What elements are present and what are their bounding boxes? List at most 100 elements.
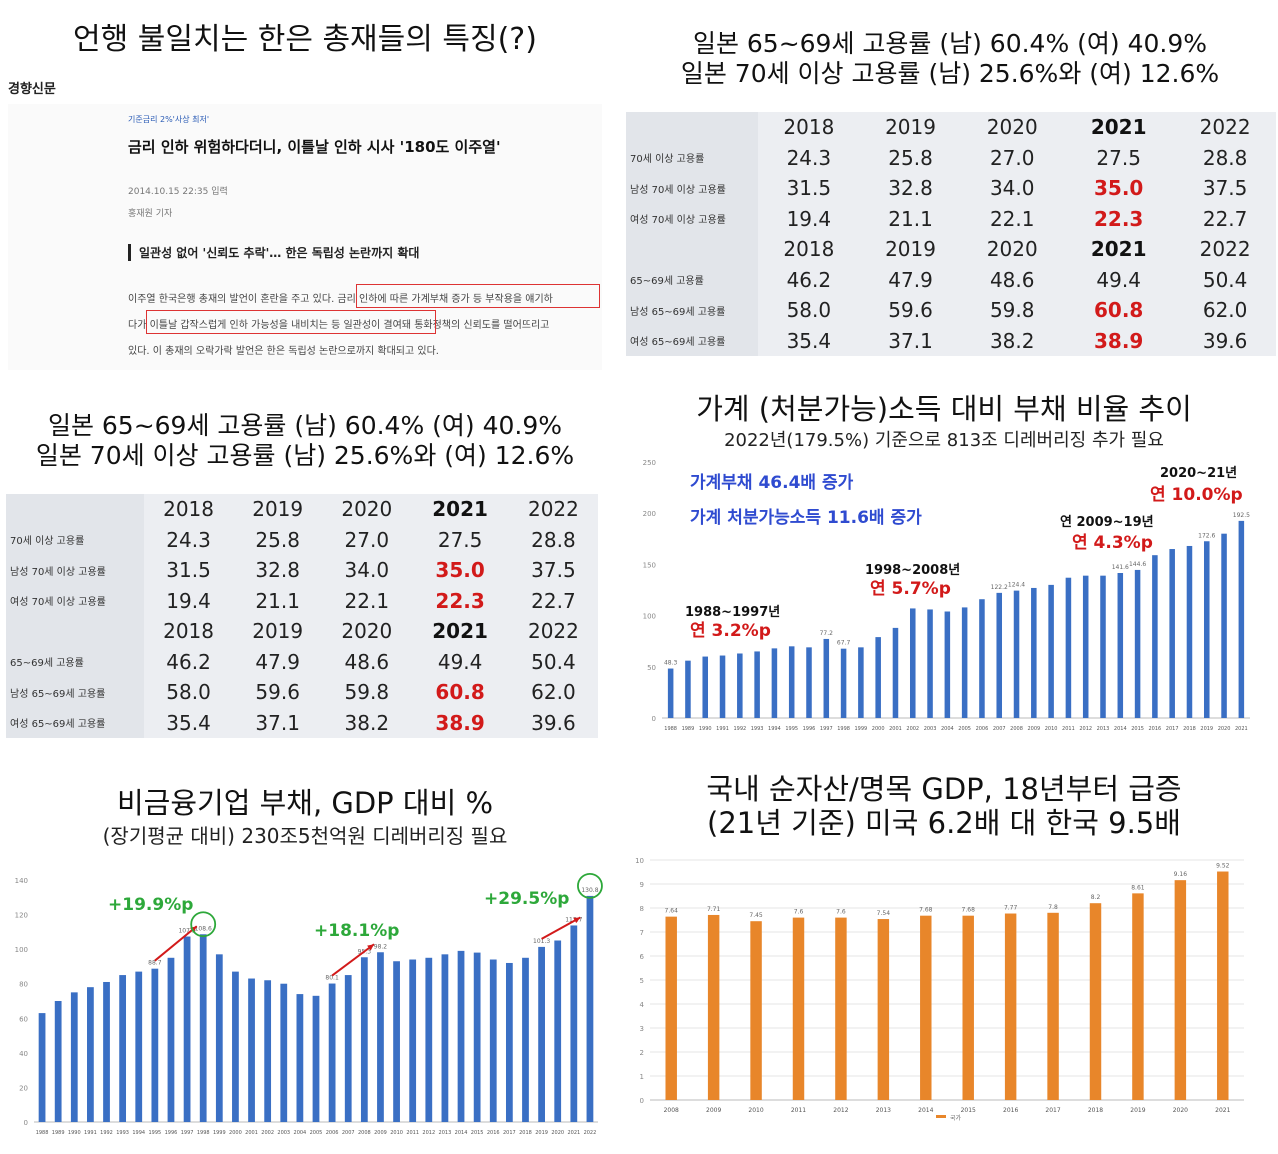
y-tick-label: 40 — [19, 1050, 28, 1058]
panel2-title-line2: 일본 70세 이상 고용률 (남) 25.6%와 (여) 12.6% — [680, 59, 1220, 88]
bar — [1134, 569, 1141, 718]
table-corner-cell — [626, 234, 758, 265]
bar — [1100, 575, 1106, 718]
x-tick-label: 2005 — [310, 1130, 323, 1136]
bar — [920, 915, 932, 1100]
x-tick-label: 2011 — [791, 1107, 806, 1114]
data-label: 130.8 — [581, 887, 598, 894]
period-label: 1998~2008년 — [865, 563, 960, 578]
data-label: 7.8 — [1048, 904, 1058, 911]
bar — [1089, 903, 1102, 1100]
table-cell: 62.0 — [531, 680, 576, 705]
y-tick-label: 6 — [640, 953, 645, 961]
x-tick-label: 2013 — [1097, 726, 1110, 732]
chart-note: 가계 처분가능소득 11.6배 증가 — [690, 508, 922, 528]
table-corner-cell — [6, 494, 144, 525]
table-cell: 48.6 — [989, 267, 1035, 292]
bar — [707, 914, 720, 1100]
panel4-subtitle: 2022년(179.5%) 기준으로 813조 디레버리징 추가 필요 — [724, 430, 1164, 451]
x-tick-label: 1991 — [84, 1130, 97, 1136]
bar — [425, 957, 433, 1122]
table-cell: 49.4 — [437, 649, 483, 674]
x-tick-label: 2002 — [906, 726, 919, 732]
bar — [979, 599, 985, 718]
table-cell: 38.2 — [989, 328, 1035, 353]
x-tick-label: 2000 — [872, 726, 885, 732]
period-label: 1988~1997년 — [685, 605, 780, 620]
period-rate: 연 5.7%p — [870, 579, 951, 599]
x-tick-label: 2010 — [1045, 726, 1058, 732]
bar — [1065, 577, 1072, 718]
bar — [667, 668, 674, 718]
x-tick-label: 2021 — [1215, 1107, 1230, 1114]
bar — [1152, 555, 1158, 718]
table-year-cell: 2022 — [1199, 115, 1251, 140]
table-cell: 37.5 — [531, 558, 576, 583]
table-row: 남성 70세 이상 고용률 31.5 32.8 34.0 35.0 37.5 — [626, 173, 1276, 204]
table-corner-cell — [626, 112, 758, 143]
bar — [1117, 573, 1124, 718]
table-cell: 39.6 — [1202, 328, 1248, 353]
x-tick-label: 2008 — [1010, 726, 1023, 732]
bar — [505, 962, 513, 1122]
x-tick-label: 2017 — [1045, 1107, 1060, 1114]
panel3-title-line1: 일본 65~69세 고용률 (남) 60.4% (여) 40.9% — [47, 411, 563, 440]
bar — [1004, 913, 1017, 1100]
data-label: 192.5 — [1233, 512, 1250, 519]
bar — [328, 983, 336, 1122]
x-tick-label: 2020 — [1173, 1107, 1188, 1114]
data-label: 88.7 — [148, 960, 162, 967]
x-tick-label: 2021 — [567, 1130, 580, 1136]
data-label: 108.6 — [195, 925, 212, 932]
table-year-row: 2018 2019 2020 2021 2022 — [626, 112, 1276, 143]
panel4-title: 가계 (처분가능)소득 대비 부채 비율 추이 — [696, 392, 1192, 426]
bar — [570, 925, 578, 1122]
x-tick-label: 2015 — [471, 1130, 484, 1136]
x-tick-label: 1993 — [751, 726, 764, 732]
table-year-cell: 2022 — [527, 619, 579, 644]
article-headline[interactable]: 금리 인하 위험하다더니, 이틀날 인하 시사 '180도 이주열' — [128, 138, 501, 156]
table-cell: 47.9 — [255, 649, 300, 674]
bar — [806, 647, 812, 718]
data-label: 67.7 — [837, 640, 851, 647]
table-row: 70세 이상 고용률 24.3 25.8 27.0 27.5 28.8 — [626, 142, 1276, 173]
table-row: 여성 70세 이상 고용률 19.4 21.1 22.1 22.3 22.7 — [6, 585, 598, 616]
x-tick-label: 2019 — [1200, 726, 1213, 732]
table-row: 65~69세 고용률 46.2 47.9 48.6 49.4 50.4 — [6, 646, 598, 677]
y-tick-label: 9 — [640, 881, 644, 889]
table-cell: 48.6 — [344, 649, 390, 674]
x-tick-label: 1991 — [716, 726, 729, 732]
data-label: 122.2 — [991, 584, 1008, 591]
data-label: 7.6 — [794, 909, 804, 916]
change-annotation: +29.5%p — [484, 889, 569, 909]
bar — [70, 992, 78, 1122]
table-cell: 34.0 — [344, 558, 390, 583]
x-tick-label: 2014 — [455, 1130, 468, 1136]
x-tick-label: 2001 — [889, 726, 902, 732]
data-label: 8.2 — [1091, 894, 1101, 901]
table-cell: 22.1 — [344, 588, 390, 613]
table-year-cell: 2019 — [885, 115, 936, 140]
data-label: 98.2 — [374, 943, 388, 950]
bar — [944, 611, 951, 718]
x-tick-label: 2009 — [1027, 726, 1040, 732]
table-year-cell: 2018 — [783, 237, 835, 262]
y-tick-label: 8 — [640, 905, 644, 913]
highlight-circle — [577, 873, 603, 899]
article-body-line: 이주열 한국은행 총재의 발언이 혼란을 주고 있다. 금리 인하에 따른 가계… — [128, 294, 553, 305]
data-label: 80.1 — [325, 975, 339, 982]
table-year-cell: 2022 — [527, 497, 579, 522]
table-cell: 35.0 — [1093, 176, 1144, 201]
y-tick-label: 100 — [643, 613, 656, 621]
panel1-title: 언행 불일치는 한은 총재들의 특징(?) — [73, 22, 537, 57]
table-cell: 27.0 — [344, 527, 390, 552]
data-label: 7.54 — [877, 910, 891, 917]
table-cell: 60.8 — [435, 680, 485, 705]
x-tick-label: 2003 — [924, 726, 937, 732]
table-cell: 27.5 — [437, 527, 483, 552]
y-tick-label: 20 — [19, 1084, 28, 1092]
bar — [1048, 584, 1054, 718]
x-tick-label: 2019 — [535, 1130, 548, 1136]
bar — [754, 651, 760, 718]
x-tick-label: 2015 — [1131, 726, 1144, 732]
